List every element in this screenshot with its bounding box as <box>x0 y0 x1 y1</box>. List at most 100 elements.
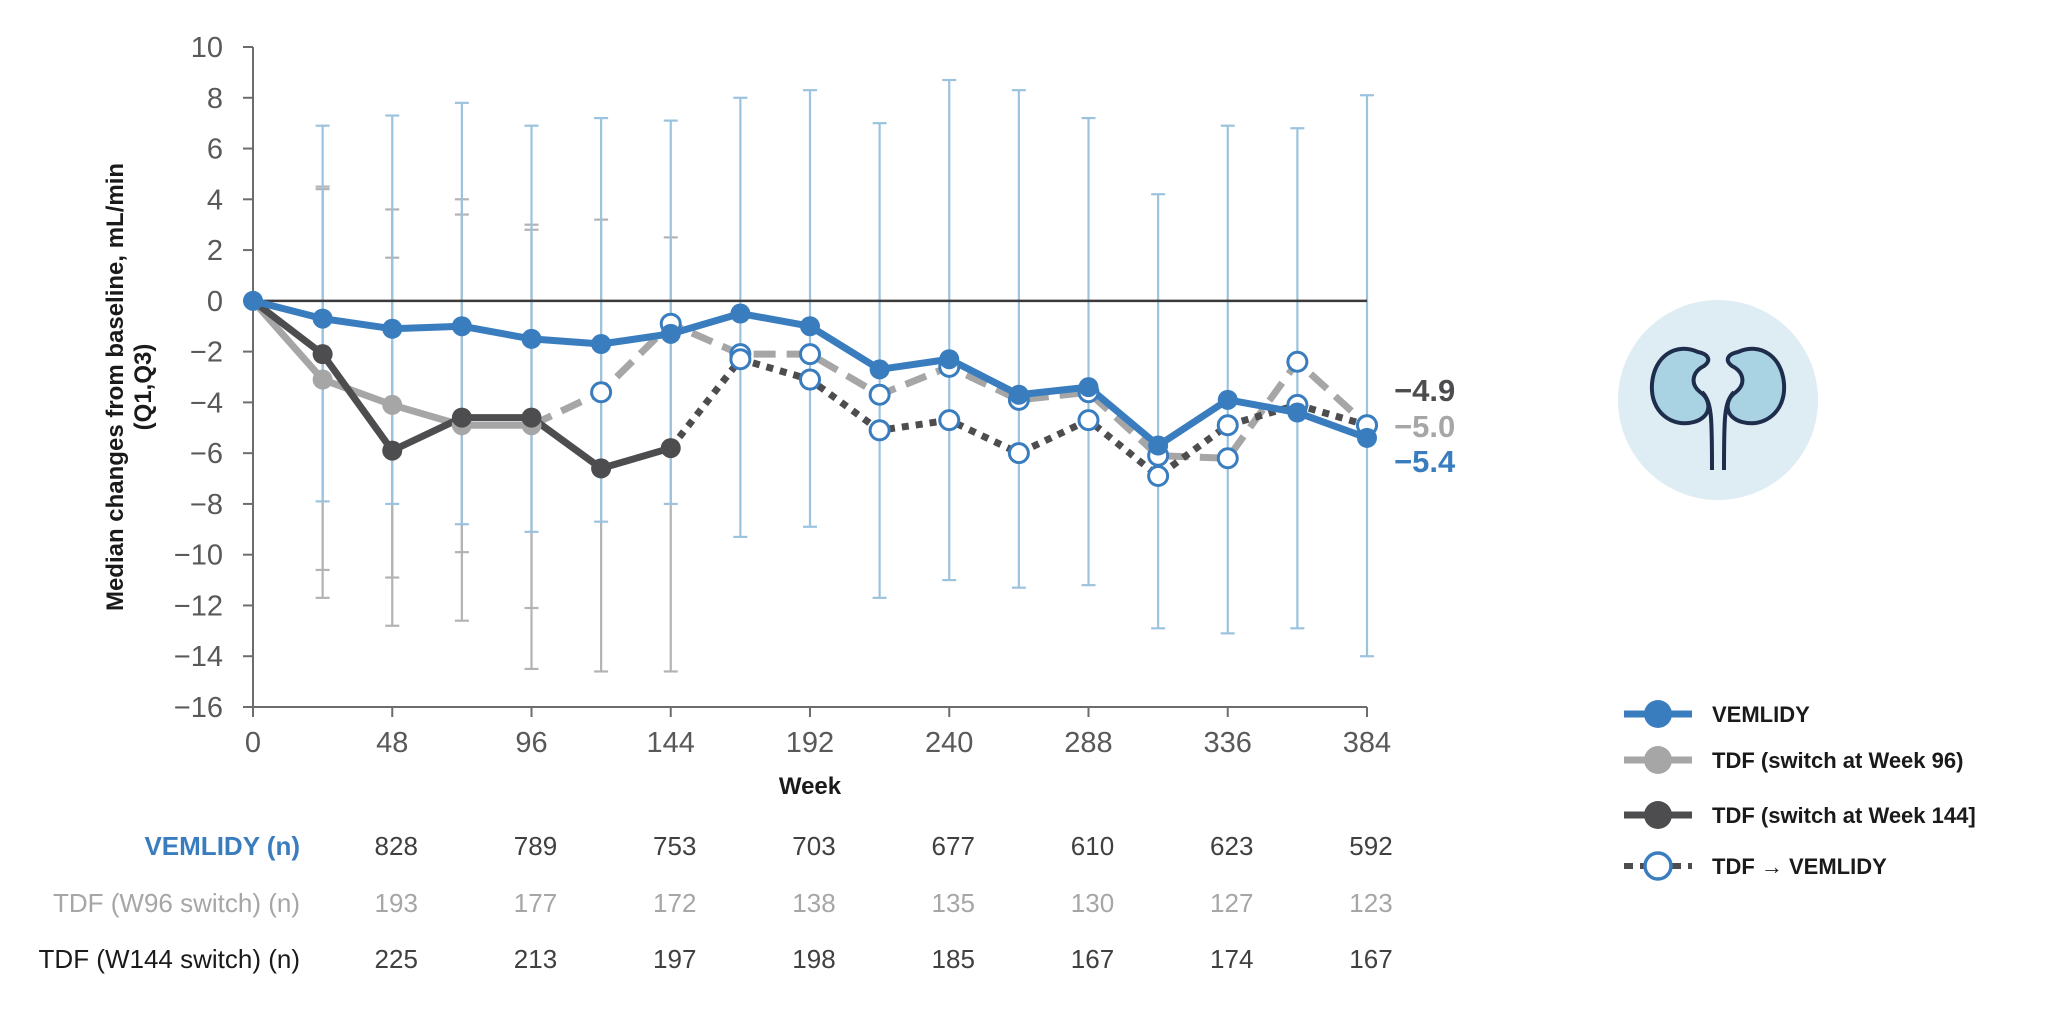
n-table-cell: 828 <box>375 831 418 861</box>
axis-labels: 10 8 6 4 2 0 −2 −4 −6 −8 −10 −12 −14 −16 0 48 96 144 192 24… <box>102 32 1391 800</box>
y-tick-label: −8 <box>190 489 223 521</box>
data-point-vemlidy <box>939 349 960 370</box>
legend-item: VEMLIDY <box>1624 700 1810 728</box>
legend-item: TDF → VEMLIDY <box>1624 851 1887 881</box>
y-tick-label: −2 <box>190 337 223 369</box>
n-table-cell: 185 <box>932 944 975 974</box>
data-point-tdf-w144-switch <box>1007 442 1030 465</box>
data-point-tdf-w144-switch <box>1077 409 1100 432</box>
legend-label: TDF (switch at Week 96) <box>1712 748 1963 773</box>
y-tick-label: −4 <box>190 387 223 419</box>
data-point-vemlidy <box>1217 389 1238 410</box>
n-table-cell: 592 <box>1349 831 1392 861</box>
data-point-tdf-w144 <box>312 344 333 365</box>
n-table-cell: 138 <box>792 888 835 918</box>
data-point-vemlidy <box>243 290 263 311</box>
data-point-tdf-w144-switch <box>799 368 821 391</box>
data-point-tdf-w144 <box>660 438 681 459</box>
n-table-cell: 172 <box>653 888 696 918</box>
n-table-cell: 703 <box>792 831 835 861</box>
y-tick-label: −14 <box>174 641 223 673</box>
y-tick-label: −12 <box>174 590 223 622</box>
data-point-vemlidy <box>451 316 472 337</box>
data-point-vemlidy <box>730 303 751 324</box>
data-point-vemlidy <box>312 308 333 329</box>
legend-swatch-marker <box>1644 746 1672 774</box>
data-point-tdf-w144-switch <box>1147 465 1170 487</box>
legend-item: TDF (switch at Week 96) <box>1624 746 1963 774</box>
data-point-vemlidy <box>1008 384 1029 405</box>
end-value-label: −5.4 <box>1394 444 1456 479</box>
series-points <box>243 290 1378 487</box>
n-table-cell: 198 <box>792 944 835 974</box>
data-point-vemlidy <box>660 323 681 344</box>
data-point-vemlidy <box>1148 435 1169 456</box>
kidney-right <box>1725 346 1787 426</box>
legend-swatch-marker <box>1644 801 1672 829</box>
n-table-cell: 167 <box>1349 944 1392 974</box>
legend-swatch-marker <box>1644 700 1672 728</box>
n-table-cell: 130 <box>1071 888 1114 918</box>
data-point-tdf-w144-switch <box>1216 414 1239 437</box>
n-table-cell: 174 <box>1210 944 1253 974</box>
x-tick-label: 240 <box>925 727 973 759</box>
y-tick-label: 6 <box>207 134 223 166</box>
axes <box>243 46 1368 717</box>
data-point-vemlidy <box>1357 427 1377 448</box>
legend-item: TDF (switch at Week 144] <box>1624 801 1976 829</box>
kidney-icon <box>1649 346 1787 471</box>
n-table-cell: 753 <box>653 831 696 861</box>
data-point-tdf-w96-switch <box>1216 447 1239 470</box>
legend: VEMLIDY TDF (switch at Week 96) TDF (switc… <box>1624 700 1976 881</box>
x-tick-label: 384 <box>1343 727 1391 759</box>
data-point-vemlidy <box>800 316 820 337</box>
y-tick-label: 10 <box>191 32 223 64</box>
kidney-left <box>1649 346 1711 426</box>
data-point-tdf-w96-switch <box>590 381 613 404</box>
n-table-cell: 135 <box>932 888 975 918</box>
x-tick-label: 48 <box>376 727 408 759</box>
y-tick-label: 0 <box>207 286 223 318</box>
data-point-tdf-w96 <box>312 369 333 390</box>
y-tick-label: 4 <box>207 184 223 216</box>
legend-swatch-marker <box>1643 851 1673 881</box>
data-point-tdf-w144-switch <box>938 409 961 432</box>
n-table-cell: 213 <box>514 944 557 974</box>
n-table-row-label: VEMLIDY (n) <box>144 831 300 861</box>
y-axis-title-line-1: Median changes from baseline, mL/min <box>102 163 129 611</box>
data-point-tdf-w96-switch <box>799 343 821 366</box>
ureter-left <box>1700 390 1714 471</box>
data-point-tdf-w96 <box>382 394 403 415</box>
kidney-icon-background <box>1618 300 1818 500</box>
data-point-tdf-w96-switch <box>868 383 891 406</box>
x-tick-label: 96 <box>515 727 547 759</box>
n-table-cell: 193 <box>375 888 418 918</box>
data-point-tdf-w144-switch <box>729 348 752 371</box>
x-tick-label: 288 <box>1064 727 1112 759</box>
n-at-risk-table: VEMLIDY (n) 828 789 753 703 677 610 623 592 TDF (… <box>39 831 1393 974</box>
n-table-row-label: TDF (W144 switch) (n) <box>39 944 300 974</box>
n-table-cell: 177 <box>514 888 557 918</box>
legend-label: TDF (switch at Week 144] <box>1712 803 1976 828</box>
n-table-row-label: TDF (W96 switch) (n) <box>53 888 300 918</box>
x-tick-label: 0 <box>245 727 261 759</box>
x-tick-label: 336 <box>1204 727 1252 759</box>
data-point-tdf-w144 <box>521 407 542 428</box>
data-point-tdf-w144 <box>382 440 403 461</box>
data-point-vemlidy <box>591 334 612 354</box>
data-point-tdf-w144 <box>591 458 612 479</box>
n-table-cell: 167 <box>1071 944 1114 974</box>
n-table-cell: 610 <box>1071 831 1114 861</box>
n-table-cell: 677 <box>932 831 975 861</box>
error-bars <box>315 78 1374 673</box>
n-table-cell: 623 <box>1210 831 1253 861</box>
data-point-vemlidy <box>869 359 890 380</box>
end-labels: −4.9−5.0−5.4 <box>1394 373 1456 479</box>
x-tick-label: 192 <box>786 727 834 759</box>
y-tick-label: 8 <box>207 83 223 115</box>
n-table-cell: 225 <box>375 944 418 974</box>
x-tick-label: 144 <box>647 727 695 759</box>
n-table-cell: 123 <box>1349 888 1392 918</box>
y-tick-label: 2 <box>207 235 223 267</box>
